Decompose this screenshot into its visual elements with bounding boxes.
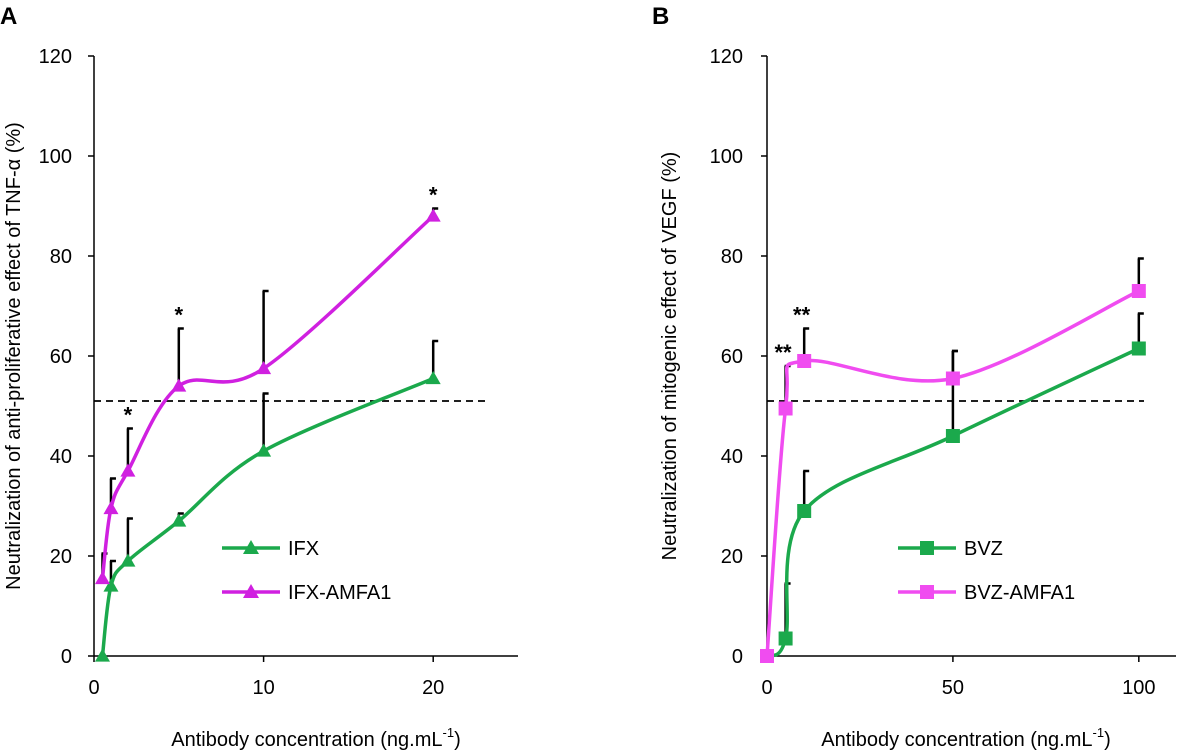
panel-a-x-tick-label: 20 (422, 677, 444, 699)
panel-a-x-axis-title-sup: -1 (443, 725, 455, 740)
panel-b-data-point (778, 631, 793, 646)
panel-b-legend-marker (920, 585, 934, 599)
panel-b-x-tick-label: 100 (1122, 677, 1155, 699)
panel-b-data-point (797, 354, 812, 368)
panel-b-x-axis-title: Antibody concentration (ng.mL-1) (821, 725, 1111, 751)
panel-a-legend-item-1: IFX (222, 538, 319, 560)
panel-a-legend-label: IFX-AMFA1 (288, 582, 391, 604)
panel-b-legend-label: BVZ-AMFA1 (964, 582, 1075, 604)
panel-a-x-axis-title-end: ) (454, 729, 461, 751)
panel-b: B 0 20 40 60 80 100 120 0 50 100 Antibody concentr… (652, 3, 1176, 751)
panel-a-y-tick-label: 40 (50, 446, 72, 468)
panel-a-series-2 (94, 207, 441, 585)
panel-a-y-tick-label: 80 (50, 246, 72, 268)
panel-a-data-point (425, 208, 441, 222)
panel-b-y-tick-label: 60 (721, 346, 743, 368)
panel-a-data-point (425, 371, 441, 385)
panel-b-series-2 (760, 257, 1146, 663)
panel-b-data-point (1131, 341, 1146, 356)
panel-a-legend-label: IFX (288, 538, 319, 560)
panel-a-significance-mark: * (175, 303, 184, 328)
panel-b-y-tick-label: 100 (710, 146, 743, 168)
panel-a-legend-marker (243, 540, 259, 554)
panel-b-data-point (760, 649, 774, 663)
panel-a-x-tick-label: 0 (88, 677, 99, 699)
panel-b-y-tick-label: 120 (710, 46, 743, 68)
panel-a-data-point (171, 378, 187, 392)
panel-a-y-tick-label: 100 (39, 146, 72, 168)
panel-b-significance-mark: ** (793, 303, 811, 328)
panel-b-x-tick-label: 50 (942, 677, 964, 699)
panel-b-y-tick-label: 80 (721, 246, 743, 268)
panel-a-y-axis-title: Neutralization of anti-proliferative eff… (3, 122, 25, 590)
panel-b-legend-item-1: BVZ (898, 538, 1003, 560)
panel-b-y-axis-title: Neutralization of mitogenic effect of VE… (659, 152, 681, 561)
panel-b-legend-item-2: BVZ-AMFA1 (898, 582, 1075, 604)
panel-b-x-axis-title-end: ) (1104, 729, 1111, 751)
panel-a-data-point (171, 513, 187, 527)
panel-a-data-point (94, 648, 110, 662)
panel-a-x-axis-title-main: Antibody concentration (ng.mL (171, 729, 442, 751)
panel-b-legend-marker (920, 541, 934, 555)
panel-b-x-axis-title-main: Antibody concentration (ng.mL (821, 729, 1092, 751)
panel-a: A 0 20 40 60 80 100 120 0 10 20 Antibody concentra… (0, 3, 518, 751)
panel-b-y-tick-label: 40 (721, 446, 743, 468)
panel-b-data-point (778, 401, 793, 416)
panel-a-significance-mark: * (124, 403, 133, 428)
panel-b-legend-label: BVZ (964, 538, 1003, 560)
panel-a-data-point (256, 361, 272, 375)
panel-a-y-tick-label: 60 (50, 346, 72, 368)
panel-a-y-tick-label: 120 (39, 46, 72, 68)
panel-a-data-point (103, 578, 119, 592)
panel-b-letter: B (652, 3, 669, 30)
panel-a-data-point (120, 463, 136, 477)
panel-a-y-tick-label: 20 (50, 546, 72, 568)
panel-b-significance-mark: ** (774, 340, 792, 365)
panel-a-data-point (94, 571, 110, 585)
panel-a-x-axis-title: Antibody concentration (ng.mL-1) (171, 725, 461, 751)
panel-b-data-point (1131, 284, 1146, 298)
panel-b-x-tick-label: 0 (761, 677, 772, 699)
panel-a-data-point (103, 501, 119, 515)
panel-b-data-point (945, 429, 960, 443)
panel-a-significance-mark: * (429, 183, 438, 208)
panel-b-y-tick-label: 20 (721, 546, 743, 568)
panel-b-series-1 (760, 312, 1146, 663)
panel-a-y-tick-label: 0 (61, 646, 72, 668)
panel-a-x-tick-label: 10 (252, 677, 274, 699)
panel-a-letter: A (0, 3, 17, 30)
panel-b-data-point (945, 371, 960, 386)
panel-a-series-1 (94, 339, 441, 662)
panel-a-data-point (256, 443, 272, 457)
panel-b-y-tick-label: 0 (732, 646, 743, 668)
panel-b-data-point (797, 504, 812, 518)
panel-b-series-line (765, 289, 1140, 657)
panel-a-legend-marker (243, 584, 259, 598)
panel-a-legend-item-2: IFX-AMFA1 (222, 582, 391, 604)
panel-b-x-axis-title-sup: -1 (1093, 725, 1105, 740)
panel-a-data-point (120, 553, 136, 567)
